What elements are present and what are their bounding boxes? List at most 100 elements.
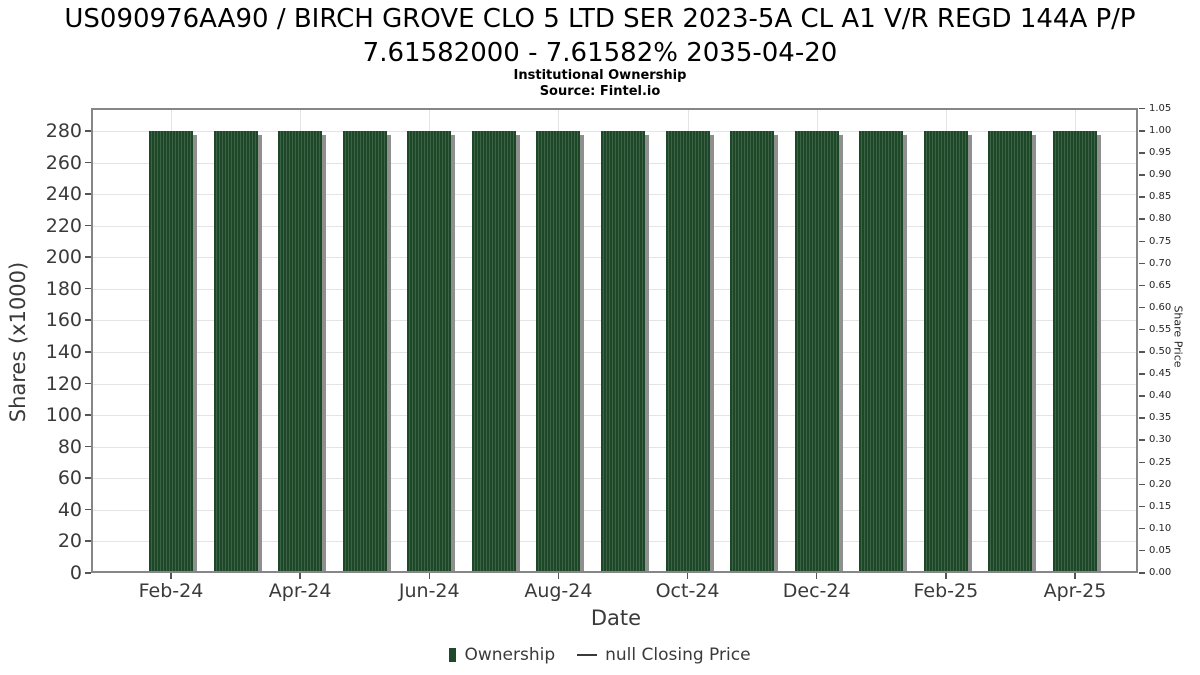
y-right-tick-label: 1.05 [1149,102,1172,114]
bar [213,131,258,571]
y-right-tick [1139,461,1145,463]
y-left-tick [85,287,91,290]
bar [278,131,323,571]
y-right-tick [1139,351,1145,353]
x-tick-label: Jun-24 [398,580,460,602]
y-right-tick [1139,527,1145,530]
y-right-tick [1139,395,1145,397]
y-right-tick [1139,572,1145,574]
x-tick [170,573,172,579]
x-axis-label: Date [590,606,642,630]
y-left-tick-label: 180 [45,277,82,300]
y-left-tick [85,572,91,574]
x-tick-label: Apr-24 [268,580,332,602]
y-right-tick-label: 0.25 [1149,456,1172,468]
y-right-tick [1139,240,1145,242]
y-right-tick-label: 0.40 [1149,390,1172,402]
chart-title-line1: US090976AA90 / BIRCH GROVE CLO 5 LTD SER… [64,4,1136,34]
y-right-tick [1139,306,1145,309]
y-right-tick-label: 0.00 [1149,567,1172,578]
y-right-tick [1139,284,1145,287]
y-right-tick-label: 0.50 [1149,346,1172,357]
bar [859,131,904,571]
bar [342,131,387,571]
y-right-tick [1139,174,1145,176]
x-tick [299,573,301,579]
y-right-tick [1139,483,1145,486]
y-left-tick-label: 240 [45,183,82,206]
bar [407,131,452,571]
y-right-tick-label: 0.15 [1149,500,1172,512]
y-right-tick-label: 0.30 [1149,434,1172,446]
y-right-tick-label: 0.45 [1149,368,1172,380]
y-right-tick-label: 0.35 [1149,412,1172,424]
y-left-tick [85,224,91,227]
y-left-tick-label: 80 [57,435,82,458]
y-left-tick-label: 160 [45,309,82,332]
y-left-tick [85,508,91,511]
x-tick-label: Feb-24 [138,580,204,602]
x-tick-label: Oct-24 [655,580,720,602]
x-tick [945,573,947,579]
y-left-tick-label: 120 [45,372,82,395]
y-right-tick [1139,505,1145,508]
bar [665,131,710,571]
y-right-tick-label: 0.95 [1149,147,1172,159]
y-right-tick-label: 0.90 [1149,169,1172,181]
y-left-tick [85,161,91,164]
x-tick-label: Dec-24 [782,580,851,602]
bar [536,131,581,571]
bar [149,131,193,571]
y-left-tick [85,382,91,385]
chart-title-line2: 7.61582000 - 7.61582% 2035-04-20 [362,38,838,68]
y-right-tick [1139,196,1145,198]
bar [988,131,1033,571]
y-right-tick-label: 0.60 [1149,301,1172,313]
y-right-tick [1139,107,1145,110]
y-right-tick [1139,328,1145,331]
x-tick [686,573,689,579]
legend-ownership-label: Ownership [464,645,556,665]
y-left-tick [85,319,91,321]
x-tick-label: Aug-24 [524,580,593,602]
bar [1052,131,1097,571]
y-right-tick-label: 0.85 [1149,191,1172,203]
x-tick [1074,573,1076,579]
y-left-tick-label: 280 [45,120,82,142]
chart-source: Source: Fintel.io [539,84,661,99]
y-left-tick [85,256,91,258]
y-right-tick-label: 0.65 [1149,279,1172,291]
x-tick [428,573,431,579]
y-left-tick-label: 0 [69,562,82,584]
x-tick-label: Apr-25 [1043,580,1107,602]
y-right-tick [1139,262,1145,265]
y-axis-label-right: Share Price [1171,305,1185,368]
bar [794,131,839,571]
y-right-tick-label: 0.10 [1149,522,1172,534]
y-right-tick [1139,218,1145,220]
x-tick-label: Feb-25 [913,580,979,602]
y-right-tick-label: 1.00 [1149,125,1172,136]
y-left-tick-label: 260 [45,151,82,174]
y-left-tick-label: 220 [45,214,82,237]
y-right-tick [1139,373,1145,375]
bar [923,131,968,571]
plot-area [91,108,1138,573]
legend: Ownership null Closing Price [0,645,1200,665]
y-left-tick-label: 60 [57,467,82,490]
x-tick [557,573,560,579]
y-left-tick-label: 20 [57,530,82,553]
y-left-tick-label: 140 [45,341,82,363]
y-left-tick [85,130,91,132]
bar [471,131,516,571]
legend-price-line-icon [577,653,598,657]
legend-ownership-swatch-icon [449,648,457,662]
x-tick [815,573,818,579]
y-left-tick-label: 100 [45,404,82,427]
y-right-tick-label: 0.75 [1149,235,1172,247]
y-left-tick [85,351,91,353]
bar [600,131,645,571]
y-right-tick [1139,417,1145,419]
legend-price-label: null Closing Price [605,645,751,665]
